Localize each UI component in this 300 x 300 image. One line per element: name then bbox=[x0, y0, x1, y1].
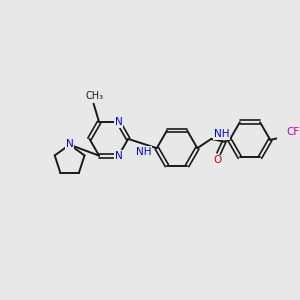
Text: N: N bbox=[66, 139, 74, 149]
Text: CF₃: CF₃ bbox=[286, 128, 300, 137]
Text: O: O bbox=[214, 155, 222, 165]
Text: N: N bbox=[115, 151, 122, 161]
Text: NH: NH bbox=[214, 129, 230, 139]
Text: N: N bbox=[115, 117, 122, 127]
Text: CH₃: CH₃ bbox=[85, 91, 103, 101]
Text: NH: NH bbox=[136, 147, 151, 157]
